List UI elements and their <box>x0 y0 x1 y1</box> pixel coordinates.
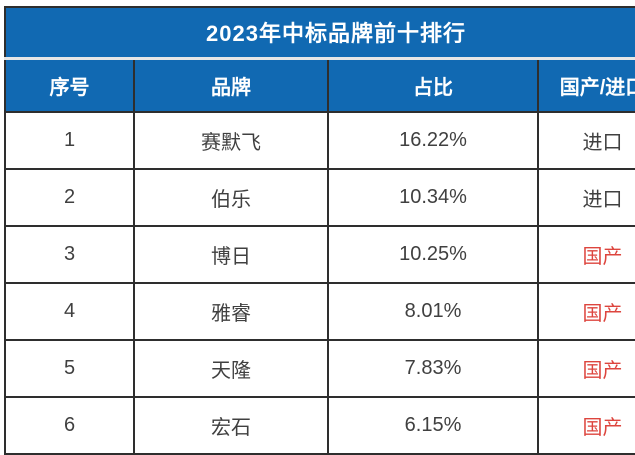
table-row: 4 雅睿 8.01% 国产 <box>4 282 635 341</box>
table-row: 2 伯乐 10.34% 进口 <box>4 168 635 227</box>
cell-brand: 博日 <box>133 225 329 284</box>
header-cell-share: 占比 <box>327 58 539 113</box>
table-row: 3 博日 10.25% 国产 <box>4 225 635 284</box>
cell-brand: 赛默飞 <box>133 111 329 170</box>
cell-share: 10.25% <box>327 225 539 284</box>
cell-share: 6.15% <box>327 396 539 455</box>
ranking-table-container: 2023年中标品牌前十排行 序号 品牌 占比 国产/进口 1 赛默飞 16.22… <box>3 6 635 455</box>
cell-rank: 1 <box>4 111 135 170</box>
table-title: 2023年中标品牌前十排行 <box>3 6 635 60</box>
cell-rank: 5 <box>4 339 135 398</box>
cell-rank: 2 <box>4 168 135 227</box>
table-header-row: 序号 品牌 占比 国产/进口 <box>4 58 635 113</box>
table-title-row: 2023年中标品牌前十排行 <box>3 6 635 60</box>
table-row: 5 天隆 7.83% 国产 <box>4 339 635 398</box>
cell-brand: 雅睿 <box>133 282 329 341</box>
cell-share: 10.34% <box>327 168 539 227</box>
cell-brand: 天隆 <box>133 339 329 398</box>
cell-share: 7.83% <box>327 339 539 398</box>
cell-share: 8.01% <box>327 282 539 341</box>
cell-origin: 国产 <box>536 339 635 398</box>
table-row: 6 宏石 6.15% 国产 <box>4 396 635 455</box>
cell-rank: 3 <box>4 225 135 284</box>
cell-origin: 进口 <box>536 111 635 170</box>
table-row: 1 赛默飞 16.22% 进口 <box>4 111 635 170</box>
cell-origin: 国产 <box>536 396 635 455</box>
header-cell-brand: 品牌 <box>133 58 329 113</box>
cell-origin: 进口 <box>536 168 635 227</box>
cell-share: 16.22% <box>327 111 539 170</box>
header-cell-rank: 序号 <box>4 58 135 113</box>
cell-origin: 国产 <box>536 282 635 341</box>
brand-ranking-table: 2023年中标品牌前十排行 序号 品牌 占比 国产/进口 1 赛默飞 16.22… <box>3 6 635 455</box>
header-cell-origin: 国产/进口 <box>536 58 635 113</box>
cell-brand: 伯乐 <box>133 168 329 227</box>
table-body: 1 赛默飞 16.22% 进口 2 伯乐 10.34% 进口 3 博日 10.2… <box>4 111 635 455</box>
cell-origin: 国产 <box>536 225 635 284</box>
cell-brand: 宏石 <box>133 396 329 455</box>
cell-rank: 4 <box>4 282 135 341</box>
cell-rank: 6 <box>4 396 135 455</box>
